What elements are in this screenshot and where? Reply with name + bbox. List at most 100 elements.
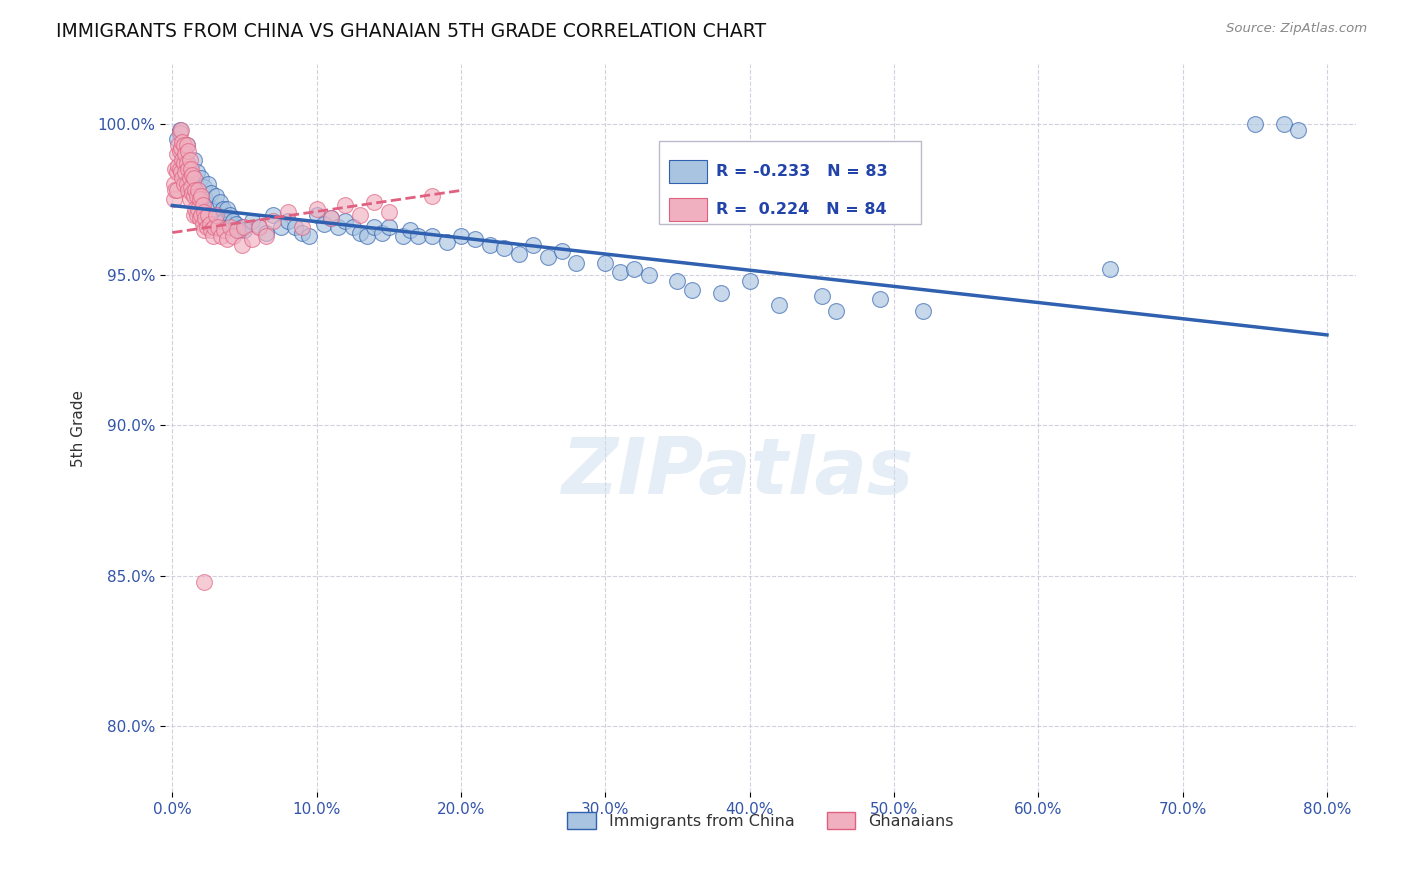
Text: ZIPatlas: ZIPatlas [561,434,912,510]
Point [172,136,194,150]
Point [262,207,284,221]
Point [666,274,689,288]
Point [170,165,193,179]
Point [319,211,342,225]
Point [219,219,242,234]
Point [233,219,256,234]
Point [319,211,342,225]
Point [378,204,401,219]
Point [181,186,204,201]
FancyBboxPatch shape [669,198,707,221]
Point [551,244,574,258]
Point [420,228,443,243]
Point [450,228,472,243]
Point [186,165,208,179]
Point [179,153,201,168]
Point [508,246,530,260]
Point [284,219,307,234]
Point [911,303,934,318]
Point [392,228,415,243]
Point [464,231,486,245]
Point [174,147,197,161]
Point [305,207,328,221]
Point [399,222,422,236]
Point [197,178,219,192]
Point [183,207,205,221]
Point [176,156,198,170]
Point [173,162,195,177]
Point [173,156,195,170]
Point [169,145,191,159]
Point [190,189,212,203]
Point [254,226,277,240]
Point [1099,261,1122,276]
Point [226,222,249,236]
Point [166,184,188,198]
Point [342,219,364,234]
Point [204,189,226,203]
Point [169,123,191,137]
Point [184,202,207,216]
Point [231,237,253,252]
Point [187,184,209,198]
Point [217,231,239,245]
Point [188,193,211,207]
Point [609,265,631,279]
Point [183,189,205,203]
Point [190,171,212,186]
Point [240,231,263,245]
Point [191,217,214,231]
Point [291,219,314,234]
Point [349,207,371,221]
FancyBboxPatch shape [659,141,921,224]
Point [305,202,328,216]
Point [328,219,350,234]
Point [595,255,617,269]
Text: R =  0.224   N = 84: R = 0.224 N = 84 [717,202,887,217]
Point [193,204,215,219]
Point [565,255,588,269]
Point [170,123,193,137]
Point [231,219,253,234]
Point [436,235,458,249]
Point [174,165,197,179]
Point [193,574,215,589]
Point [1286,123,1309,137]
Point [212,213,235,227]
Point [179,171,201,186]
Point [233,222,256,236]
Point [810,289,832,303]
Point [179,193,201,207]
Point [681,283,703,297]
Point [173,138,195,153]
Point [378,219,401,234]
Point [240,213,263,227]
Point [201,202,224,216]
Point [494,241,516,255]
Point [201,228,224,243]
Point [169,162,191,177]
Point [198,217,221,231]
Point [768,298,790,312]
Text: R = -0.233   N = 83: R = -0.233 N = 83 [717,164,889,179]
Point [195,219,218,234]
Point [1272,117,1295,131]
Point [183,153,205,168]
Point [228,222,250,236]
Point [335,198,357,212]
Point [825,303,848,318]
Point [184,178,207,192]
Point [172,153,194,168]
Point [247,219,270,234]
Point [180,171,202,186]
Point [370,226,392,240]
Point [194,193,217,207]
Point [202,219,225,234]
Point [207,207,229,221]
Point [522,237,544,252]
Point [312,217,335,231]
Point [193,222,215,236]
Point [170,141,193,155]
Point [197,198,219,212]
Point [166,147,188,161]
